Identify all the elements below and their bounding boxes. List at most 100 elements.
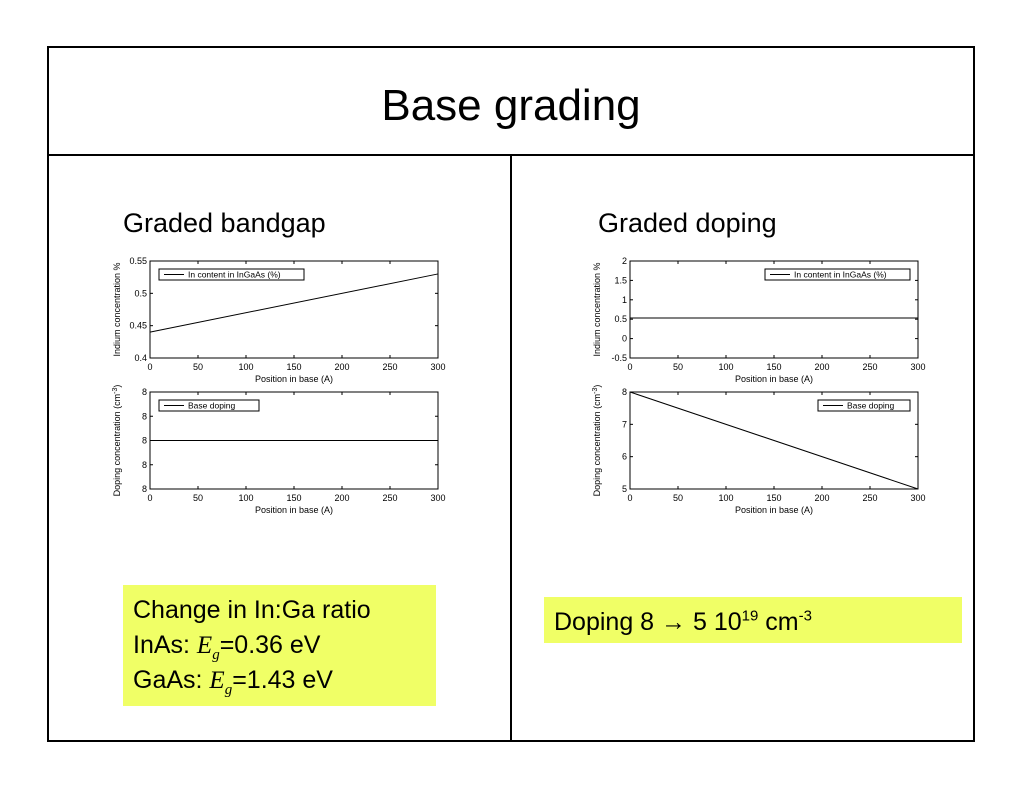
x-tick-label: 0 <box>147 362 152 372</box>
gaas-label: GaAs: <box>133 666 210 694</box>
y-tick-label: 8 <box>142 411 147 421</box>
note-line-inas: InAs: Eg=0.36 eV <box>133 628 436 663</box>
x-tick-label: 100 <box>718 362 733 372</box>
x-tick-label: 50 <box>673 362 683 372</box>
x-tick-label: 150 <box>286 362 301 372</box>
legend-label: Base doping <box>847 401 895 411</box>
x-axis-label: Position in base (A) <box>735 374 813 384</box>
x-axis-label: Position in base (A) <box>255 505 333 515</box>
y-tick-label: 0.45 <box>129 321 147 331</box>
x-tick-label: 0 <box>627 493 632 503</box>
y-tick-label: 0.4 <box>134 353 147 363</box>
y-axis-label-sup: -3 <box>112 388 119 394</box>
y-tick-label: 0.5 <box>134 288 147 298</box>
note-line-gaas: GaAs: Eg=1.43 eV <box>133 663 436 698</box>
x-tick-label: 300 <box>910 362 925 372</box>
y-axis-label-text: Indium concentration % <box>112 262 122 356</box>
left-heading: Graded bandgap <box>123 208 326 238</box>
y-axis-label: Indium concentration % <box>592 262 602 356</box>
y-tick-label: 1.5 <box>614 275 627 285</box>
legend-label: In content in InGaAs (%) <box>188 270 281 280</box>
y-tick-label: 0.55 <box>129 256 147 266</box>
doping-value: 5 10 <box>686 608 742 636</box>
y-tick-label: -0.5 <box>611 353 627 363</box>
chart-left-bottom: 0 50 100 150 200 250 300 8 8 8 8 8 Position in base … <box>112 385 446 515</box>
x-tick-label: 150 <box>766 362 781 372</box>
x-tick-label: 300 <box>430 493 445 503</box>
inas-label: InAs: <box>133 631 197 659</box>
x-tick-label: 200 <box>334 493 349 503</box>
x-axis-label: Position in base (A) <box>735 505 813 515</box>
y-axis-label: Doping concentration (cm-3) <box>112 385 122 497</box>
energy-var: Eg <box>196 632 220 663</box>
slide-title: Base grading <box>381 81 641 130</box>
y-axis-label-text: Doping concentration (cm <box>112 394 122 497</box>
column-divider <box>510 154 512 742</box>
chart-right-bottom: 0 50 100 150 200 250 300 5 6 7 8 Position in base (… <box>592 385 926 515</box>
x-tick-label: 50 <box>193 362 203 372</box>
energy-symbol: E <box>196 632 213 659</box>
x-tick-label: 150 <box>766 493 781 503</box>
x-tick-label: 50 <box>673 493 683 503</box>
series-line <box>629 391 919 490</box>
y-tick-label: 0.5 <box>614 314 627 324</box>
y-tick-label: 8 <box>142 436 147 446</box>
x-tick-label: 200 <box>814 362 829 372</box>
y-axis-label-end: ) <box>592 385 602 388</box>
x-tick-label: 250 <box>862 362 877 372</box>
x-tick-label: 0 <box>627 362 632 372</box>
x-tick-label: 100 <box>718 493 733 503</box>
legend-label: Base doping <box>188 401 236 411</box>
y-tick-label: 8 <box>142 484 147 494</box>
y-tick-label: 8 <box>142 460 147 470</box>
y-tick-label: 7 <box>622 419 627 429</box>
x-tick-label: 100 <box>238 362 253 372</box>
y-axis-label-sup: -3 <box>592 388 599 394</box>
x-tick-label: 200 <box>334 362 349 372</box>
x-tick-label: 300 <box>430 362 445 372</box>
note-line-ratio: Change in In:Ga ratio <box>133 596 371 624</box>
y-tick-label: 5 <box>622 484 627 494</box>
legend-label: In content in InGaAs (%) <box>794 270 887 280</box>
y-axis-label-text: Doping concentration (cm <box>592 394 602 497</box>
x-tick-label: 200 <box>814 493 829 503</box>
x-tick-label: 300 <box>910 493 925 503</box>
doping-text: Doping 8 <box>554 608 662 636</box>
arrow-icon: → <box>661 608 687 636</box>
energy-subscript: g <box>224 682 233 698</box>
doping-unit: cm <box>758 608 799 636</box>
y-axis-label: Indium concentration % <box>112 262 122 356</box>
legend-box <box>817 399 911 412</box>
y-tick-label: 6 <box>622 452 627 462</box>
inas-value: =0.36 eV <box>219 631 321 659</box>
chart-right-top: 0 50 100 150 200 250 300-0.500.511.52Position … <box>592 256 926 384</box>
x-tick-label: 100 <box>238 493 253 503</box>
y-tick-label: 0 <box>622 334 627 344</box>
y-tick-label: 8 <box>622 387 627 397</box>
right-heading: Graded doping <box>598 208 777 238</box>
y-axis-label-end: ) <box>112 385 122 388</box>
energy-symbol: E <box>209 667 225 694</box>
bandgap-note: Change in In:Ga ratio InAs: Eg=0.36 eV G… <box>123 585 436 706</box>
y-axis-label-text: Indium concentration % <box>592 262 602 356</box>
y-tick-label: 2 <box>622 256 627 266</box>
legend-box <box>764 268 911 281</box>
y-tick-label: 1 <box>622 295 627 305</box>
energy-subscript: g <box>212 647 220 663</box>
gaas-value: =1.43 eV <box>232 666 333 694</box>
doping-note: Doping 8 → 5 1019 cm-3 <box>544 597 962 643</box>
doping-unit-exponent: -3 <box>798 607 812 625</box>
x-tick-label: 50 <box>193 493 203 503</box>
energy-var: Eg <box>209 667 232 698</box>
x-tick-label: 250 <box>382 362 397 372</box>
x-tick-label: 250 <box>382 493 397 503</box>
doping-exponent: 19 <box>741 607 759 625</box>
legend-box <box>158 268 305 281</box>
x-axis-label: Position in base (A) <box>255 374 333 384</box>
note-line-doping: Doping 8 → 5 1019 cm-3 <box>554 605 962 640</box>
x-tick-label: 150 <box>286 493 301 503</box>
legend-box <box>158 399 260 412</box>
x-tick-label: 0 <box>147 493 152 503</box>
series-line <box>149 273 439 333</box>
